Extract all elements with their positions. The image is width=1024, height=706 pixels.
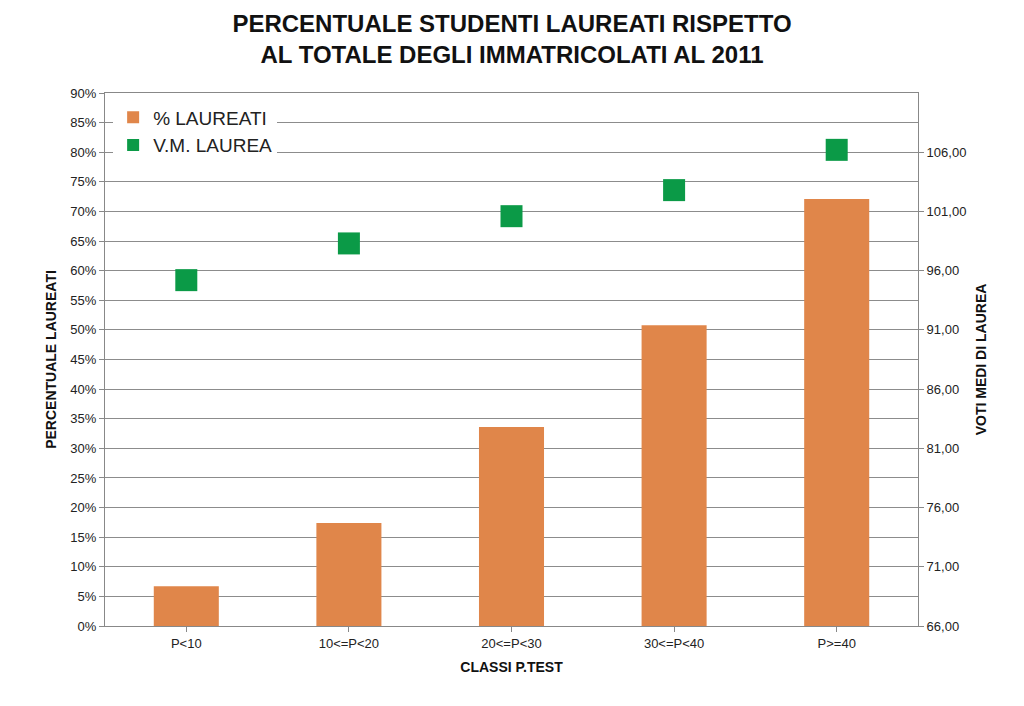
svg-text:75%: 75% xyxy=(70,174,96,189)
svg-text:P>=40: P>=40 xyxy=(818,636,856,651)
svg-text:15%: 15% xyxy=(70,530,96,545)
svg-text:5%: 5% xyxy=(78,589,97,604)
svg-text:P<10: P<10 xyxy=(171,636,202,651)
svg-text:101,00: 101,00 xyxy=(927,204,967,219)
svg-text:55%: 55% xyxy=(70,293,96,308)
svg-text:VOTI MEDI DI LAUREA: VOTI MEDI DI LAUREA xyxy=(973,284,989,436)
svg-text:86,00: 86,00 xyxy=(927,382,960,397)
svg-text:30%: 30% xyxy=(70,441,96,456)
svg-text:80%: 80% xyxy=(70,145,96,160)
svg-text:60%: 60% xyxy=(70,263,96,278)
svg-text:30<=P<40: 30<=P<40 xyxy=(644,636,704,651)
svg-text:90%: 90% xyxy=(70,86,96,101)
svg-text:CLASSI P.TEST: CLASSI P.TEST xyxy=(460,659,563,675)
svg-text:96,00: 96,00 xyxy=(927,263,960,278)
svg-text:50%: 50% xyxy=(70,322,96,337)
svg-text:71,00: 71,00 xyxy=(927,559,960,574)
svg-text:40%: 40% xyxy=(70,382,96,397)
svg-text:65%: 65% xyxy=(70,234,96,249)
svg-text:PERCENTUALE STUDENTI LAUREATI: PERCENTUALE STUDENTI LAUREATI RISPETTOAL… xyxy=(232,10,791,68)
svg-text:76,00: 76,00 xyxy=(927,500,960,515)
svg-text:10%: 10% xyxy=(70,559,96,574)
svg-text:10<=P<20: 10<=P<20 xyxy=(319,636,379,651)
svg-text:PERCENTUALE LAUREATI: PERCENTUALE LAUREATI xyxy=(43,270,59,449)
svg-text:20%: 20% xyxy=(70,500,96,515)
svg-text:70%: 70% xyxy=(70,204,96,219)
svg-text:25%: 25% xyxy=(70,470,96,485)
svg-text:35%: 35% xyxy=(70,411,96,426)
svg-text:0%: 0% xyxy=(78,619,97,634)
svg-text:91,00: 91,00 xyxy=(927,322,960,337)
svg-text:V.M. LAUREA: V.M. LAUREA xyxy=(153,135,272,156)
svg-text:66,00: 66,00 xyxy=(927,619,960,634)
svg-text:106,00: 106,00 xyxy=(927,145,967,160)
svg-text:85%: 85% xyxy=(70,115,96,130)
svg-text:% LAUREATI: % LAUREATI xyxy=(153,108,267,129)
svg-text:20<=P<30: 20<=P<30 xyxy=(481,636,541,651)
svg-text:81,00: 81,00 xyxy=(927,441,960,456)
svg-text:45%: 45% xyxy=(70,352,96,367)
